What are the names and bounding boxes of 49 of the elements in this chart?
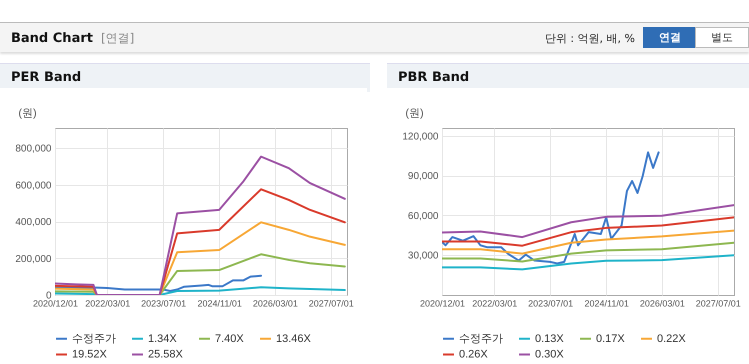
y-tick-label: 400,000 (15, 217, 52, 228)
x-tick-label: 2024/11/01 (584, 298, 629, 308)
x-tick-label: 2023/07/01 (141, 298, 186, 308)
x-tick-label: 2024/11/01 (197, 298, 242, 308)
x-tick-label: 2026/03/01 (252, 298, 298, 308)
y-tick-label: 120,000 (402, 131, 439, 142)
line-series (442, 151, 660, 264)
text: 단위 : 억원, 배, % (544, 31, 635, 46)
legend-label: 수정주가 (459, 332, 503, 345)
legend-label: 19.52X (72, 348, 108, 360)
text: [연결] (100, 31, 134, 45)
legend-label: 0.13X (535, 332, 564, 345)
text: Band Chart (11, 31, 93, 46)
x-tick-label: 2020/12/01 (32, 298, 78, 308)
legend-label: 25.58X (148, 348, 184, 360)
x-tick-label: 2023/07/01 (528, 298, 574, 308)
chart-title: PER Band (0, 63, 370, 92)
x-tick-label: 2022/03/01 (85, 298, 130, 308)
line-series (55, 274, 262, 292)
x-tick-label: 2022/03/01 (472, 298, 518, 308)
y-tick-label: 0 (46, 290, 52, 302)
text: 별도 (695, 27, 749, 48)
line-series (442, 216, 734, 247)
legend-label: 0.30X (535, 348, 564, 360)
y-tick-label: 90,000 (408, 171, 439, 182)
legend-label: 0.17X (596, 332, 626, 345)
legend-label: 7.40X (215, 332, 244, 345)
legend-label: 0.26X (459, 348, 488, 360)
y-tick-label: 800,000 (15, 144, 52, 155)
chart-title: PBR Band (387, 63, 749, 92)
line-series (442, 254, 734, 270)
line-series (442, 230, 734, 255)
y-tick-label: 60,000 (408, 210, 439, 222)
line-series (442, 204, 734, 238)
x-tick-label: 2026/03/01 (640, 298, 685, 308)
y-axis-title: (원) (405, 108, 424, 120)
legend-label: 수정주가 (72, 332, 116, 345)
x-tick-label: 2027/07/01 (696, 298, 741, 308)
y-tick-label: 600,000 (15, 180, 52, 192)
y-tick-label: 200,000 (15, 254, 52, 265)
legend-label: 1.34X (148, 332, 178, 345)
x-tick-label: 2020/12/01 (420, 298, 466, 308)
text: 연결 (643, 27, 697, 48)
legend-label: 13.46X (276, 332, 312, 345)
y-axis-title: (원) (18, 108, 37, 120)
line-series (442, 242, 734, 262)
x-tick-label: 2027/07/01 (308, 298, 354, 308)
y-tick-label: 30,000 (408, 250, 439, 262)
legend-label: 0.22X (657, 332, 686, 345)
